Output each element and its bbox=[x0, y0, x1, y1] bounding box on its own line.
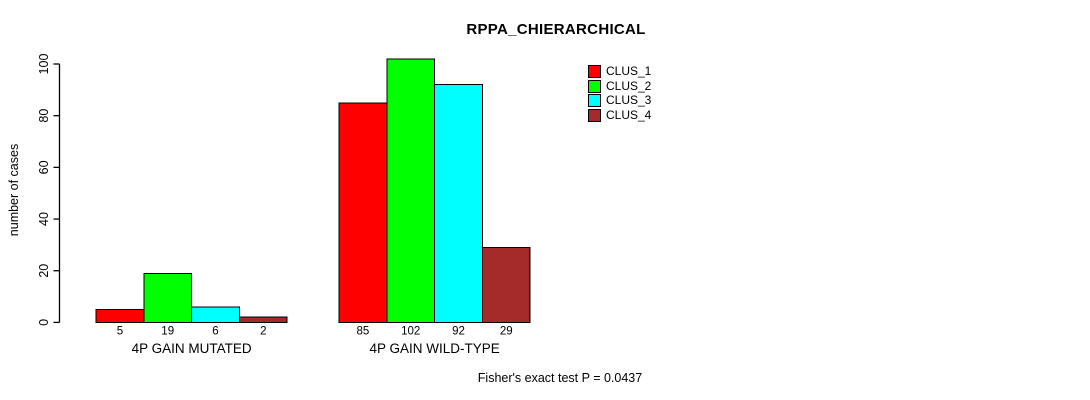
bar-value-label: 2 bbox=[260, 326, 266, 338]
legend-item: CLUS_3 bbox=[588, 93, 652, 108]
legend-swatch-icon bbox=[588, 94, 601, 108]
pvalue-annotation: Fisher's exact test P = 0.0437 bbox=[477, 371, 643, 385]
bar-value-label: 92 bbox=[452, 326, 465, 338]
bar-CLUS_2-1 bbox=[143, 272, 193, 323]
bar-CLUS_1-2 bbox=[338, 102, 388, 323]
legend-swatch-icon bbox=[588, 108, 601, 122]
legend-swatch-icon bbox=[588, 79, 601, 93]
y-tick-label: 40 bbox=[37, 212, 51, 226]
bar-CLUS_2-2 bbox=[386, 58, 436, 323]
bar-value-label: 102 bbox=[401, 326, 420, 338]
bar-value-label: 85 bbox=[357, 326, 370, 338]
bar-CLUS_1-1 bbox=[95, 308, 145, 323]
bar-CLUS_3-1 bbox=[191, 306, 240, 323]
bar-value-label: 5 bbox=[117, 326, 123, 338]
legend-item: CLUS_2 bbox=[588, 78, 652, 93]
legend-label: CLUS_3 bbox=[606, 93, 652, 108]
legend-item: CLUS_4 bbox=[588, 107, 652, 122]
chart-title: RPPA_CHIERARCHICAL bbox=[466, 21, 646, 38]
legend-label: CLUS_2 bbox=[606, 78, 652, 93]
y-tick-label: 20 bbox=[37, 264, 51, 278]
bar-CLUS_4-2 bbox=[481, 246, 531, 323]
y-tick-label: 80 bbox=[37, 109, 51, 123]
category-label: 4P GAIN WILD-TYPE bbox=[369, 341, 499, 356]
bar-CLUS_4-1 bbox=[238, 316, 288, 323]
y-tick-label: 0 bbox=[37, 319, 51, 326]
legend-label: CLUS_1 bbox=[606, 64, 652, 78]
legend-label: CLUS_4 bbox=[606, 107, 652, 122]
legend: CLUS_1 CLUS_2 CLUS_3 CLUS_4 bbox=[588, 65, 651, 123]
bar-CLUS_3-2 bbox=[434, 84, 483, 323]
bar-value-label: 6 bbox=[212, 326, 218, 338]
legend-swatch-icon bbox=[588, 65, 601, 78]
bar-value-label: 29 bbox=[500, 326, 513, 338]
y-tick-label: 100 bbox=[37, 54, 51, 75]
y-tick-label: 60 bbox=[37, 160, 51, 174]
bar-value-label: 19 bbox=[161, 326, 174, 338]
legend-item: CLUS_1 bbox=[588, 65, 651, 78]
category-label: 4P GAIN MUTATED bbox=[132, 341, 252, 356]
